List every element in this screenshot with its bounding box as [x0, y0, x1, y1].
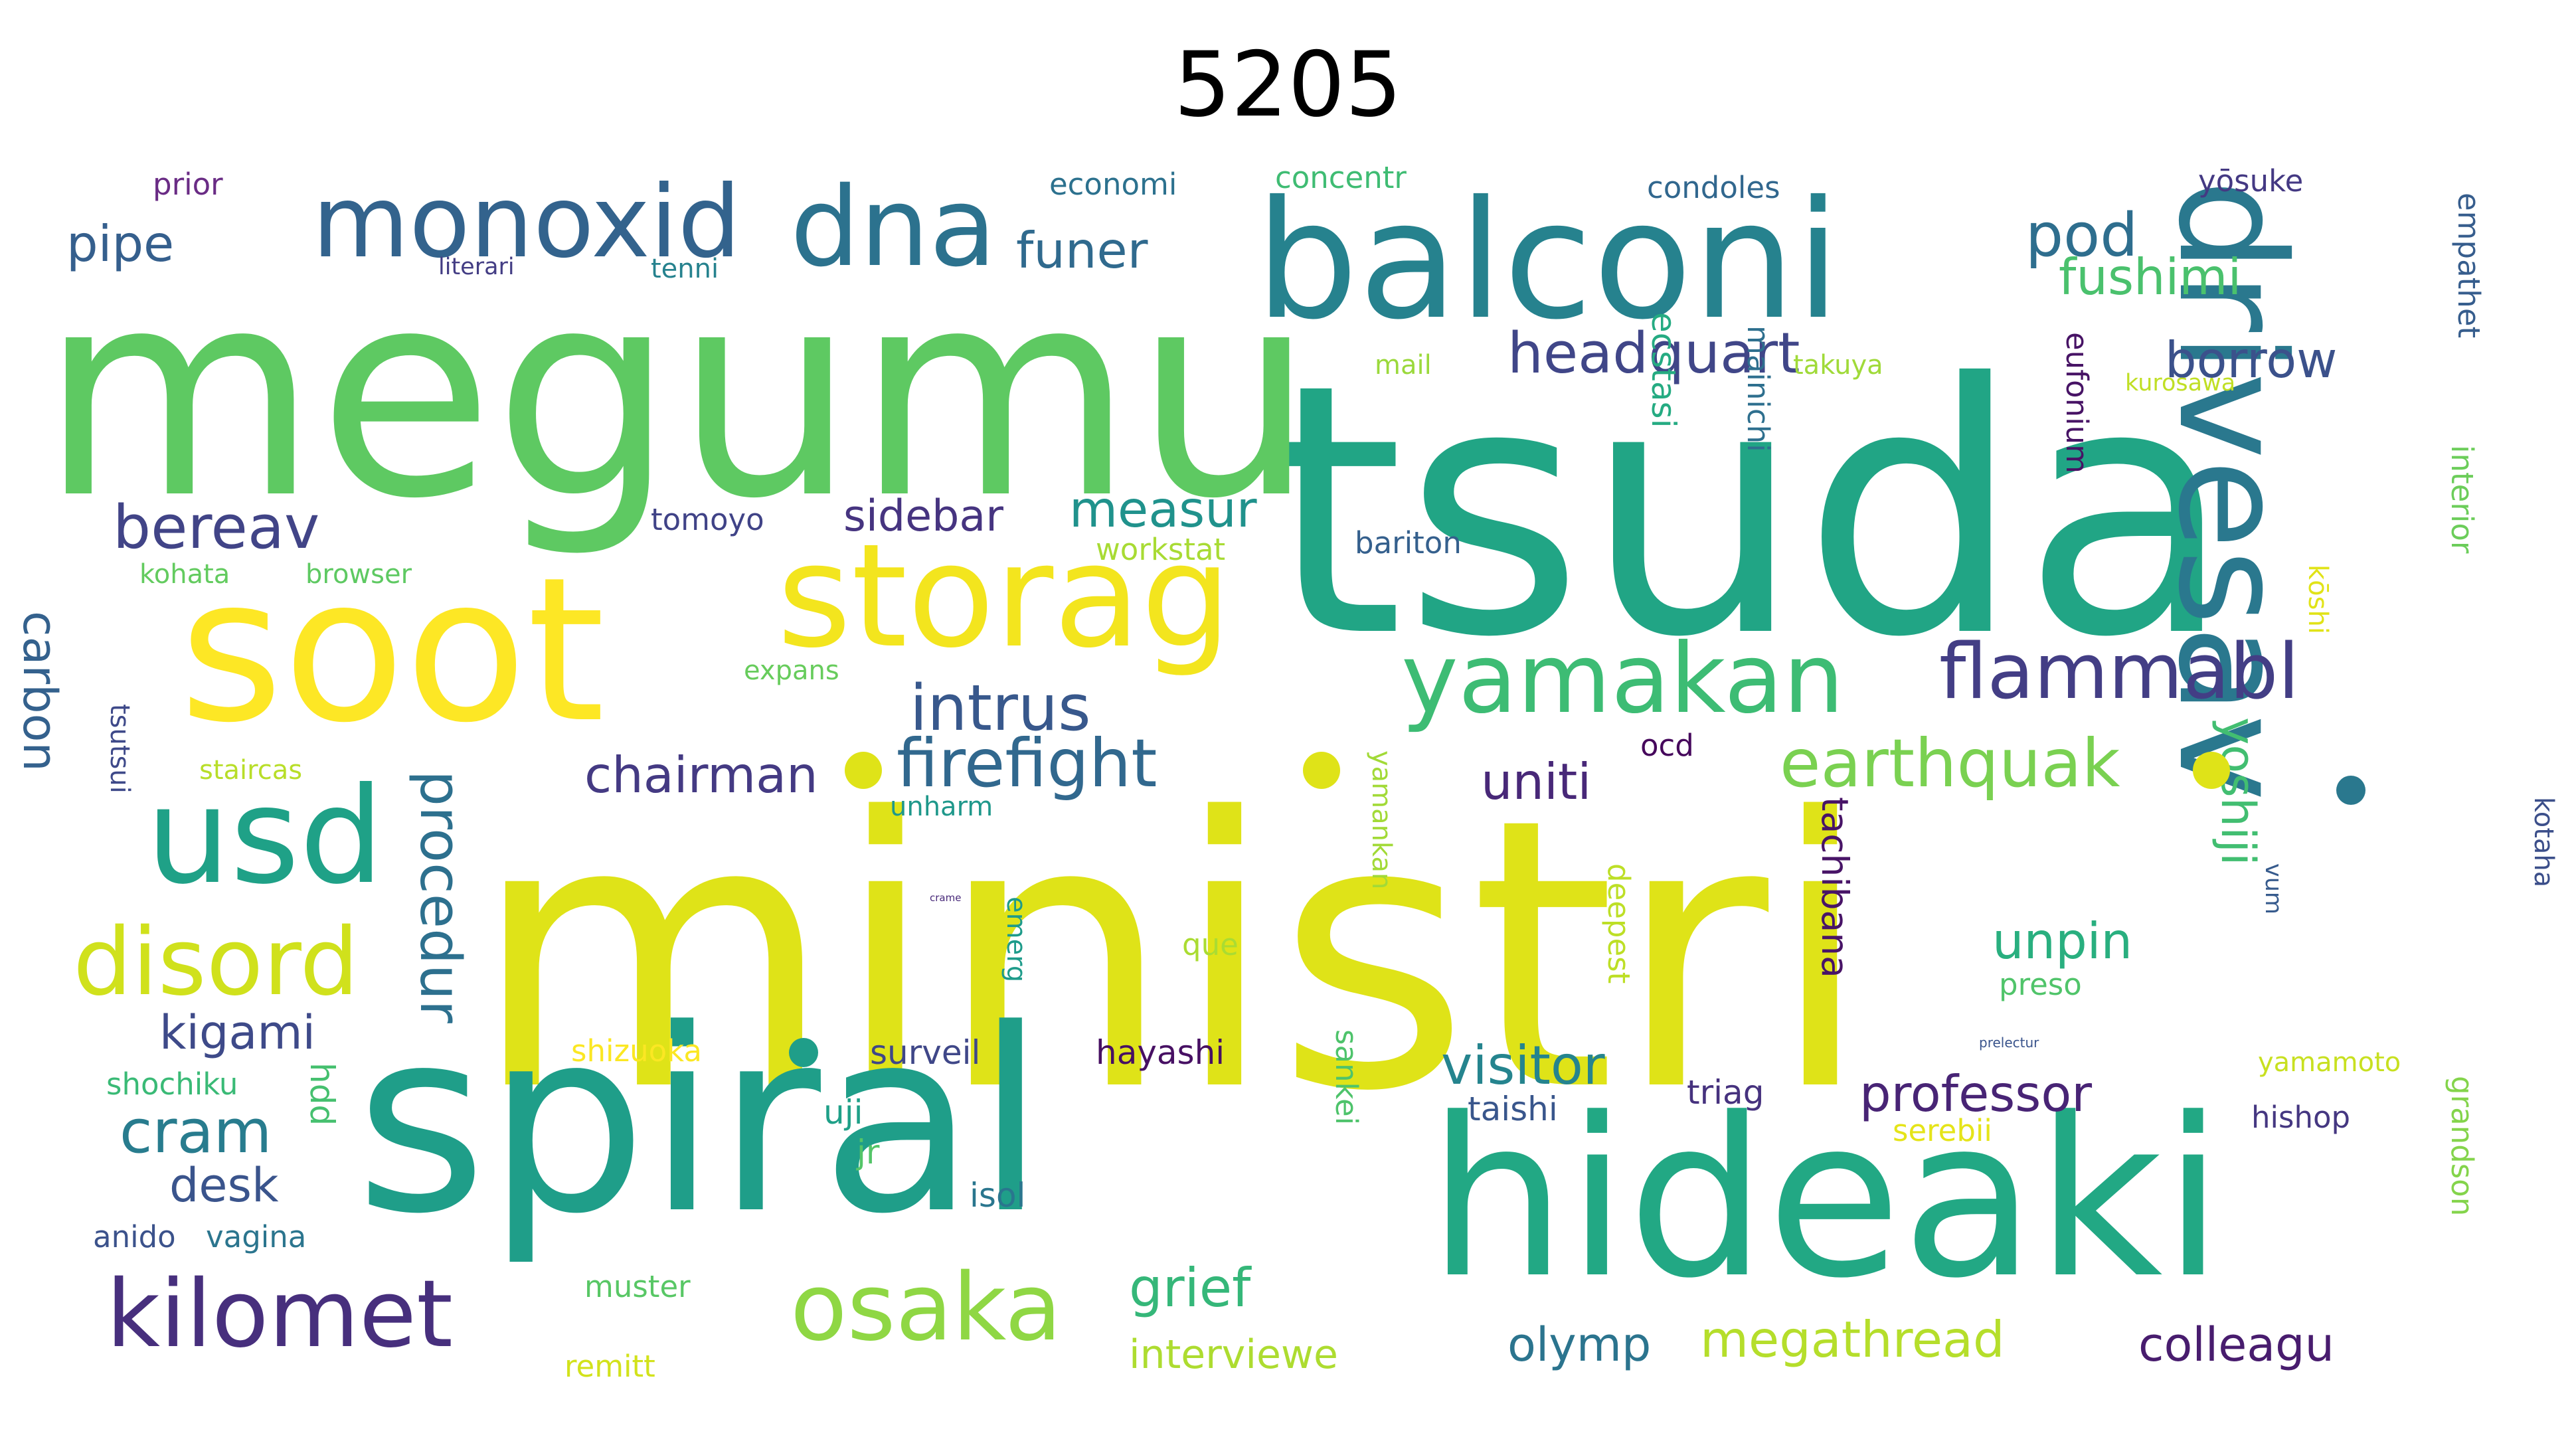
word-surveil: surveil — [870, 1033, 981, 1072]
word-sidebar: sidebar — [843, 491, 1003, 541]
word-olymp: olymp — [1507, 1318, 1652, 1372]
word-economi: economi — [1049, 167, 1177, 202]
word-prelectur: prelectur — [1979, 1035, 2039, 1051]
word-workstat: workstat — [1096, 532, 1226, 567]
word-tsuda: tsuda — [1268, 310, 2234, 713]
word-yamakan: yamakan — [1401, 623, 1844, 735]
dot-marker — [1303, 752, 1340, 789]
dot-marker — [789, 1038, 818, 1067]
word-professor: professor — [1859, 1065, 2093, 1123]
word-ministri: ministri — [472, 740, 1872, 1173]
word-pipe: pipe — [66, 214, 175, 273]
word-shochiku: shochiku — [106, 1067, 238, 1102]
word-literari: literari — [438, 254, 515, 280]
word-crame: crame — [930, 892, 962, 904]
word-preso: preso — [1999, 967, 2082, 1002]
word-earthquak: earthquak — [1780, 725, 2120, 802]
word-monoxid: monoxid — [312, 165, 741, 280]
word-measur: measur — [1069, 480, 1257, 539]
word-headquart: headquart — [1507, 321, 1800, 386]
word-remitt: remitt — [564, 1349, 655, 1384]
word-expans: expans — [744, 655, 839, 686]
word-megumu: megumu — [40, 229, 1316, 561]
word-que: que — [1182, 927, 1239, 962]
word-firefight: firefight — [897, 725, 1158, 802]
word-bereav: bereav — [113, 493, 320, 562]
word-funer: funer — [1016, 221, 1148, 280]
word-kilomet: kilomet — [106, 1260, 453, 1369]
word-muster: muster — [584, 1269, 691, 1304]
word-hideaki: hideaki — [1428, 1071, 2224, 1326]
word-colleagu: colleagu — [2138, 1318, 2334, 1372]
word-unharm: unharm — [890, 792, 993, 822]
word-takuya: takuya — [1793, 350, 1883, 381]
word-usd: usd — [146, 759, 384, 914]
figure-title: 5205 — [1173, 33, 1403, 137]
word-tenni: tenni — [651, 254, 719, 284]
word-uji: uji — [823, 1093, 863, 1132]
word-chairman: chairman — [584, 746, 818, 804]
word-desk: desk — [169, 1158, 279, 1213]
word-hishop: hishop — [2251, 1100, 2351, 1135]
word-bariton: bariton — [1355, 525, 1462, 560]
word-ocd: ocd — [1640, 728, 1694, 763]
word-uniti: uniti — [1481, 752, 1592, 811]
word-jr: jr — [857, 1133, 880, 1171]
word-megathread: megathread — [1700, 1310, 2005, 1369]
word-vagina: vagina — [206, 1219, 307, 1254]
word-dna: dna — [790, 163, 997, 291]
word-isol: isol — [970, 1176, 1026, 1215]
word-soot: soot — [179, 535, 606, 766]
word-visitor: visitor — [1441, 1035, 1605, 1096]
dot-marker — [2193, 752, 2230, 789]
word-fushimi: fushimi — [2059, 248, 2242, 306]
word-anido: anido — [93, 1219, 176, 1254]
word-triag: triag — [1687, 1073, 1764, 1112]
dot-marker — [845, 752, 882, 789]
word-pod: pod — [2025, 201, 2138, 270]
word-tomoyo: tomoyo — [651, 502, 764, 537]
word-yamamoto: yamamoto — [2258, 1047, 2401, 1078]
word-balconi: balconi — [1255, 166, 1841, 355]
word-interviewe: interviewe — [1129, 1331, 1338, 1378]
word-cram: cram — [120, 1097, 272, 1167]
word-mail: mail — [1375, 350, 1432, 381]
word-unpin: unpin — [1992, 912, 2133, 970]
word-disord: disord — [73, 908, 359, 1017]
word-flammabl: flammabl — [1939, 628, 2300, 717]
word-spiral: spiral — [355, 975, 1046, 1269]
word-concentr: concentr — [1275, 160, 1407, 195]
word-kigami: kigami — [159, 1005, 315, 1060]
word-staircas: staircas — [199, 755, 303, 786]
word-kohata: kohata — [139, 559, 230, 590]
word-serebii: serebii — [1893, 1113, 1992, 1148]
word-storag: storag — [777, 513, 1232, 679]
word-browser: browser — [305, 559, 412, 590]
word-yōsuke: yōsuke — [2198, 163, 2304, 199]
word-shizuoka: shizuoka — [571, 1033, 702, 1068]
word-grief: grief — [1129, 1257, 1251, 1319]
word-borrow: borrow — [2165, 331, 2338, 389]
dot-marker — [2336, 776, 2365, 805]
word-hayashi: hayashi — [1096, 1033, 1225, 1072]
word-prior: prior — [153, 167, 223, 202]
word-condoles: condoles — [1647, 170, 1780, 205]
word-kurosawa: kurosawa — [2125, 370, 2236, 396]
word-osaka: osaka — [790, 1254, 1062, 1362]
word-intrus: intrus — [910, 672, 1091, 745]
word-taishi: taishi — [1468, 1090, 1558, 1128]
